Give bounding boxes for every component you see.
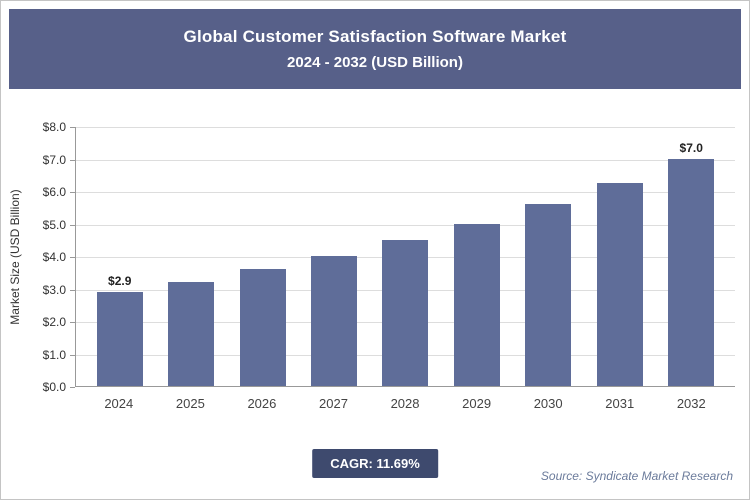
bar-cell-2030 [513, 127, 584, 386]
y-tick-mark [70, 192, 75, 193]
y-axis: $0.0 $1.0 $2.0 $3.0 $4.0 $5.0 $6.0 $7.0 $8.0 [29, 120, 75, 394]
x-tick-label: 2030 [533, 396, 563, 411]
chart-title-banner: Global Customer Satisfaction Software Ma… [9, 9, 741, 89]
bar-2030 [525, 204, 572, 386]
y-axis-title: Market Size (USD Billion) [8, 189, 22, 325]
chart-title: Global Customer Satisfaction Software Ma… [183, 27, 567, 46]
x-tick-label: 2027 [319, 396, 348, 411]
bar-cell-2025 [155, 127, 226, 386]
x-tick-label: 2026 [247, 396, 277, 411]
bar-cell-2029 [441, 127, 512, 386]
y-tick-label: $8.0 [42, 120, 66, 134]
y-tick-label: $5.0 [42, 217, 66, 232]
bar-value-label: $2.9 [108, 273, 132, 288]
plot-column: $2.9 $7.0 2024 2025 2026 2027 2028 2029 2030 203… [75, 127, 735, 411]
x-axis: 2024 2025 2026 2027 2028 2029 2030 2031 2032 [75, 396, 735, 411]
chart-subtitle: 2024 - 2032 (USD Billion) [287, 54, 463, 71]
bar-cell-2026 [227, 127, 298, 386]
bar-2032 [668, 158, 715, 386]
bar-2028 [382, 239, 429, 386]
source-text: Source: Syndicate Market Research [540, 469, 733, 483]
chart-area: Market Size (USD Billion) $0.0 $1.0 $2.0 $3… [1, 120, 749, 411]
x-tick-label: 2028 [390, 396, 420, 411]
gridline [76, 159, 735, 161]
bar-2026 [239, 269, 286, 386]
y-tick-mark [70, 257, 75, 258]
y-tick-label: $1.0 [42, 347, 66, 362]
chart-footer: CAGR: 11.69% Source: Syndicate Market Re… [1, 449, 749, 485]
y-tick-label: $0.0 [42, 380, 66, 394]
bar-2027 [311, 256, 358, 386]
bar-2031 [596, 182, 643, 386]
plot-area: $2.9 $7.0 [75, 127, 735, 387]
y-tick-mark [70, 127, 75, 128]
x-tick-label: 2032 [676, 396, 706, 411]
gridline [76, 192, 735, 193]
bar-cell-2027 [298, 127, 369, 386]
y-tick-mark [70, 387, 75, 388]
y-tick-mark [70, 159, 75, 161]
x-tick-label: 2024 [104, 396, 134, 411]
bar-value-label: $7.0 [679, 140, 703, 155]
y-tick-mark [70, 322, 75, 323]
y-tick-label: $4.0 [42, 250, 66, 264]
x-tick-label: 2031 [605, 396, 635, 411]
y-tick-label: $7.0 [42, 152, 66, 167]
bar-2025 [168, 282, 215, 386]
bars-container: $2.9 $7.0 [76, 127, 735, 386]
x-tick-label: 2025 [175, 396, 205, 411]
bar-cell-2031 [584, 127, 655, 386]
gridline [76, 127, 735, 128]
y-tick-label: $2.0 [42, 315, 66, 329]
gridline [76, 224, 735, 226]
bar-2024 [96, 291, 143, 386]
cagr-badge: CAGR: 11.69% [312, 449, 438, 478]
y-tick-label: $6.0 [42, 185, 66, 199]
bar-cell-2032: $7.0 [656, 127, 727, 386]
x-tick-label: 2029 [462, 396, 492, 411]
plot-wrap: $0.0 $1.0 $2.0 $3.0 $4.0 $5.0 $6.0 $7.0 $8.0 $2.… [29, 120, 735, 411]
y-tick-mark [70, 289, 75, 291]
y-tick-label: $3.0 [42, 282, 66, 297]
bar-cell-2028 [370, 127, 441, 386]
bar-2029 [453, 223, 500, 386]
y-tick-mark [70, 354, 75, 356]
bar-cell-2024: $2.9 [84, 127, 155, 386]
y-tick-mark [70, 224, 75, 226]
